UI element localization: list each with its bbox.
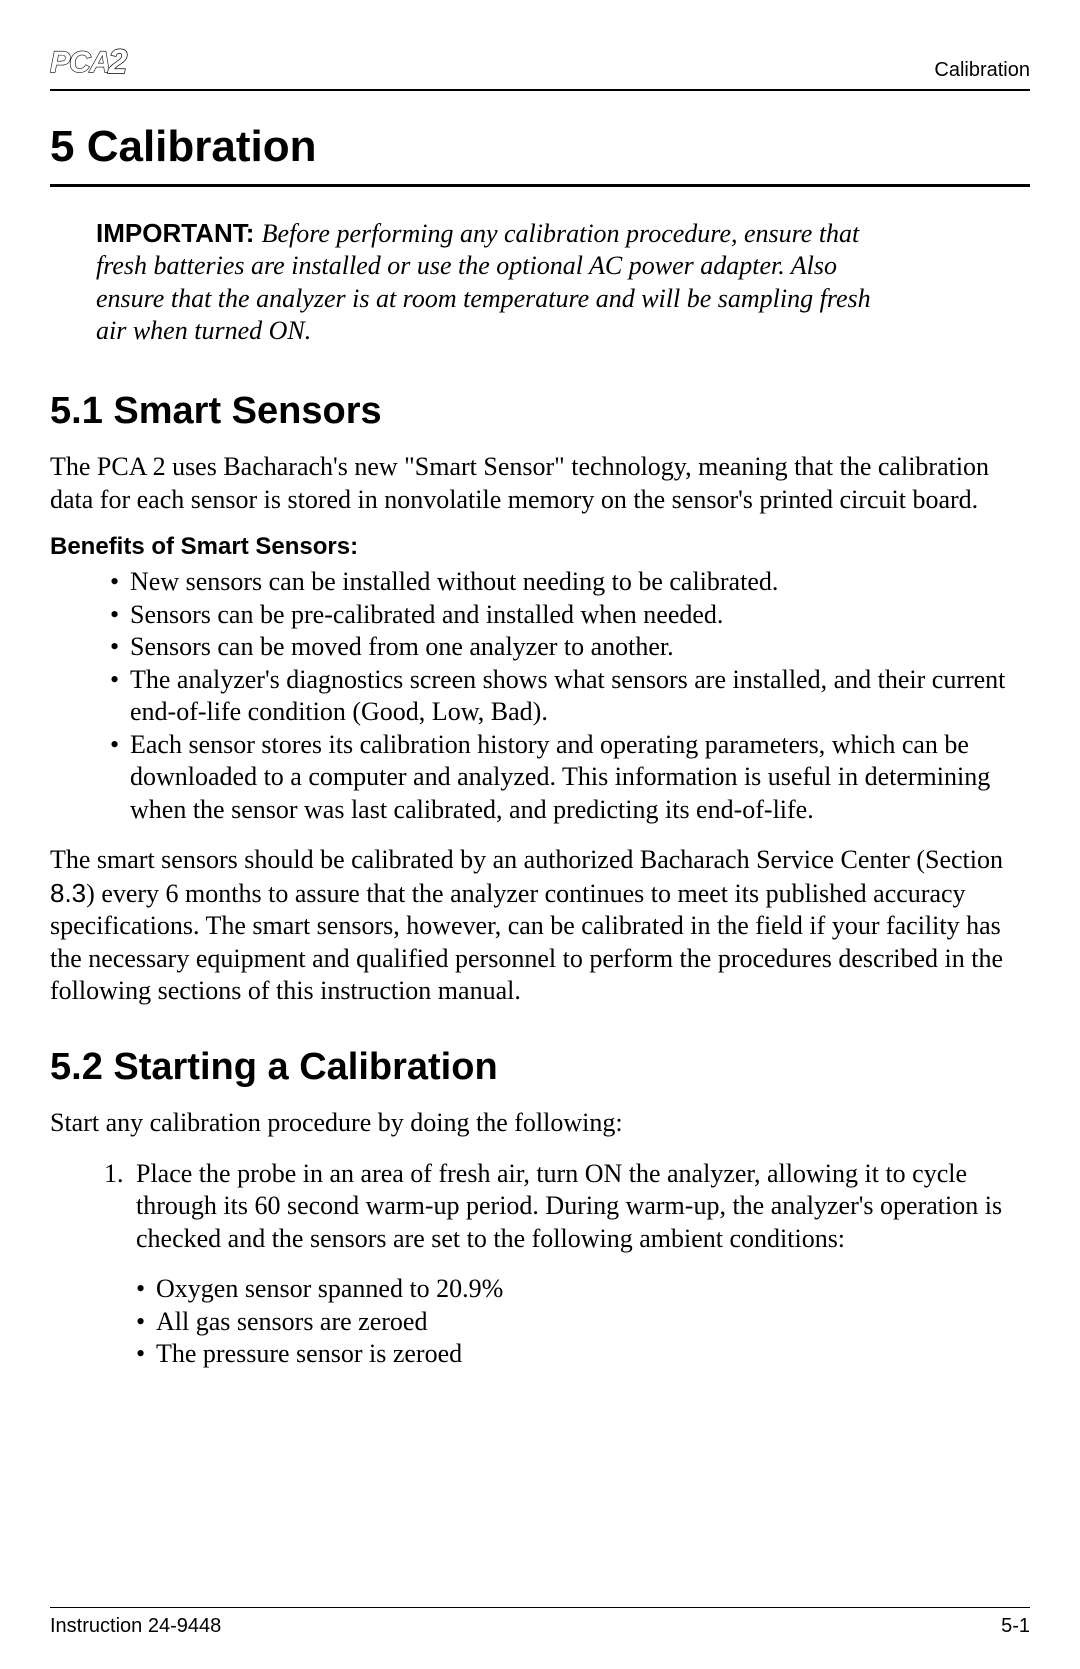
- section-5-2-heading: 5.2 Starting a Calibration: [50, 1044, 1030, 1092]
- list-item: Sensors can be pre-calibrated and instal…: [110, 599, 1030, 632]
- step-1: Place the probe in an area of fresh air,…: [130, 1158, 1030, 1371]
- list-item: Each sensor stores its calibration histo…: [110, 729, 1030, 827]
- important-note: IMPORTANT: Before performing any calibra…: [96, 217, 896, 348]
- section-5-1-intro: The PCA 2 uses Bacharach's new "Smart Se…: [50, 451, 1030, 516]
- list-item: Sensors can be moved from one analyzer t…: [110, 631, 1030, 664]
- para2-after: ) every 6 months to assure that the anal…: [50, 879, 1003, 1006]
- page-footer: Instruction 24-9448 5-1: [50, 1607, 1030, 1639]
- header-section-title: Calibration: [934, 58, 1030, 83]
- section-5-1-para2: The smart sensors should be calibrated b…: [50, 844, 1030, 1008]
- calibration-steps: Place the probe in an area of fresh air,…: [50, 1158, 1030, 1371]
- important-label: IMPORTANT:: [96, 218, 262, 248]
- benefits-list: New sensors can be installed without nee…: [50, 566, 1030, 826]
- list-item: New sensors can be installed without nee…: [110, 566, 1030, 599]
- logo-text: PCA: [50, 46, 110, 79]
- step-1-sublist: Oxygen sensor spanned to 20.9% All gas s…: [136, 1273, 1030, 1371]
- list-item: The analyzer's diagnostics screen shows …: [110, 664, 1030, 729]
- logo: PCA2: [50, 40, 128, 83]
- footer-right: 5-1: [1001, 1614, 1030, 1639]
- section-5-2-intro: Start any calibration procedure by doing…: [50, 1107, 1030, 1140]
- step-1-text: Place the probe in an area of fresh air,…: [136, 1159, 1002, 1253]
- list-item: Oxygen sensor spanned to 20.9%: [136, 1273, 1030, 1306]
- section-ref: 8.3: [50, 878, 86, 908]
- section-5-1-heading: 5.1 Smart Sensors: [50, 388, 1030, 436]
- logo-number: 2: [108, 43, 126, 81]
- page: PCA2 Calibration 5 Calibration IMPORTANT…: [0, 0, 1080, 1669]
- para2-before: The smart sensors should be calibrated b…: [50, 845, 1003, 874]
- footer-left: Instruction 24-9448: [50, 1614, 221, 1639]
- list-item: All gas sensors are zeroed: [136, 1306, 1030, 1339]
- benefits-subhead: Benefits of Smart Sensors:: [50, 532, 1030, 562]
- chapter-heading: 5 Calibration: [50, 119, 1030, 187]
- page-header: PCA2 Calibration: [50, 40, 1030, 91]
- list-item: The pressure sensor is zeroed: [136, 1338, 1030, 1371]
